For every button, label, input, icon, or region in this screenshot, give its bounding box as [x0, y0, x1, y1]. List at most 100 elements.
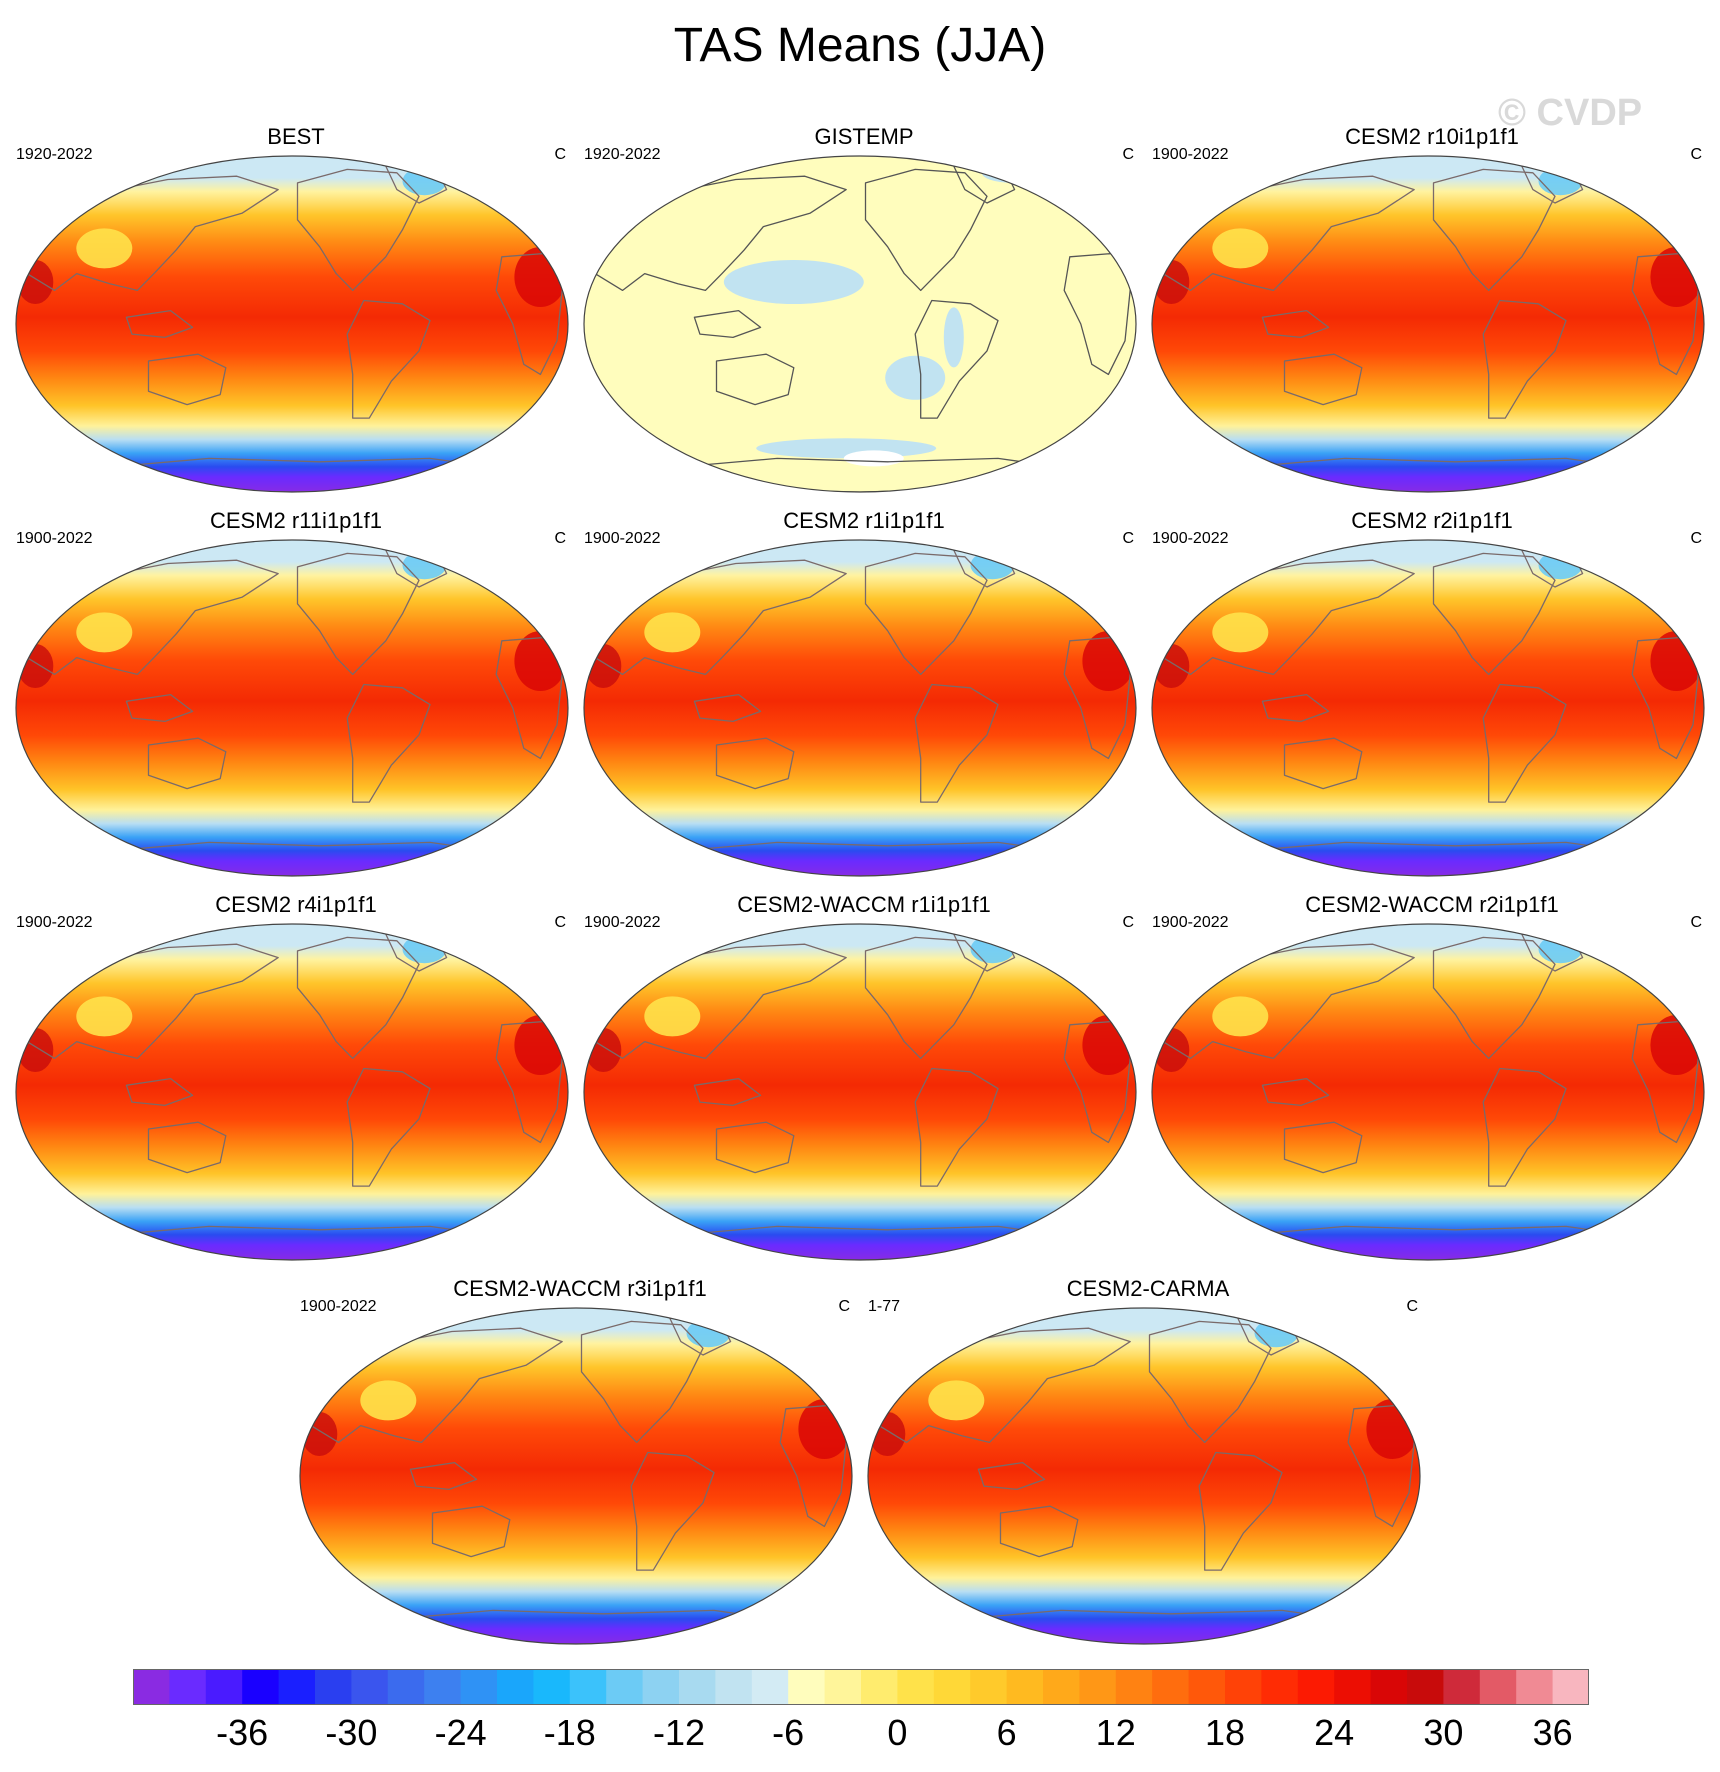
panel-period: 1900-2022 [16, 530, 93, 547]
colorbar-swatch [1516, 1669, 1554, 1705]
map-border [299, 1307, 853, 1645]
panel-title: CESM2 r10i1p1f1 [1345, 124, 1519, 149]
coastline-australia [999, 1505, 1079, 1558]
temperature-field [300, 1308, 852, 1644]
colorbar-swatch [1297, 1669, 1335, 1705]
coastline-seasia [693, 309, 762, 339]
colorbar-swatch [1043, 1669, 1080, 1705]
colorbar-swatch [278, 1669, 316, 1705]
panel-title: CESM2 r4i1p1f1 [215, 892, 377, 917]
map-border [15, 539, 569, 877]
colorbar-swatch [460, 1669, 498, 1705]
tibet-cold-spot [76, 228, 133, 269]
sahara-hot-spot [514, 631, 567, 691]
temperature-field [584, 924, 1136, 1260]
colorbar-swatch [351, 1669, 389, 1705]
missing-data-patch [843, 450, 904, 467]
cool-patch [885, 355, 946, 400]
panel-units: C [554, 530, 566, 547]
coastline-samerica [914, 1067, 999, 1187]
colorbar-swatch [315, 1669, 352, 1705]
temperature-field [868, 1308, 1420, 1644]
map-plot [1151, 539, 1705, 877]
colorbar-swatch [861, 1669, 898, 1705]
panel-units: C [1406, 1298, 1418, 1315]
map-panel: CESM2 r2i1p1f1 1900-2022 C [1150, 508, 1714, 894]
colorbar-tick-label: 24 [1314, 1712, 1355, 1753]
colorbar-tick-label: 30 [1423, 1712, 1464, 1753]
map-border [1151, 923, 1705, 1261]
panel-period: 1900-2022 [300, 1298, 377, 1315]
arabia-hot-spot [17, 644, 54, 688]
panel-title: CESM2-CARMA [1066, 1276, 1230, 1301]
panel-units: C [838, 1298, 850, 1315]
coastline-seasia [125, 1077, 194, 1107]
map-plot [15, 923, 569, 1261]
arabia-hot-spot [1153, 1028, 1190, 1072]
coastline-samerica [914, 299, 999, 419]
panel-period: 1900-2022 [1152, 146, 1229, 163]
colorbar-swatch [606, 1669, 644, 1705]
coastline-samerica [1482, 1067, 1567, 1187]
coastline-australia [147, 1121, 227, 1174]
tibet-cold-spot [1212, 228, 1269, 269]
colorbar-swatch [1152, 1669, 1190, 1705]
panel-title: CESM2 r2i1p1f1 [1351, 508, 1513, 533]
panel-units: C [554, 146, 566, 163]
sahara-hot-spot [1650, 631, 1703, 691]
coastline-australia [715, 737, 795, 790]
coastline-eurasia [1154, 559, 1415, 676]
panel-units: C [554, 914, 566, 931]
colorbar-tick-label: -30 [325, 1712, 378, 1753]
tibet-cold-spot [360, 1380, 417, 1421]
coastline-australia [431, 1505, 511, 1558]
colorbar-tick-label: 6 [996, 1712, 1017, 1753]
map-border [15, 923, 569, 1261]
arabia-hot-spot [1153, 644, 1190, 688]
coastline-seasia [693, 693, 762, 723]
colorbar-swatch [788, 1669, 826, 1705]
map-border [583, 923, 1137, 1261]
map-border [15, 155, 569, 493]
coastline-eurasia [302, 1327, 563, 1444]
coastline-samerica [630, 1451, 715, 1571]
sahara-hot-spot [514, 1015, 567, 1075]
map-panel: BEST 1920-2022 C [14, 124, 578, 510]
map-plot [1151, 155, 1705, 493]
panel-title: BEST [267, 124, 325, 149]
panel-units: C [1690, 146, 1702, 163]
map-border [583, 155, 1137, 493]
arabia-hot-spot [301, 1412, 338, 1456]
temperature-field [1152, 924, 1704, 1260]
colorbar-swatch [1443, 1669, 1481, 1705]
coastline-australia [715, 1121, 795, 1174]
colorbar-swatch [387, 1669, 425, 1705]
coastline-australia [1283, 353, 1363, 406]
coastline-seasia [977, 1461, 1046, 1491]
temperature-field [1152, 156, 1704, 492]
colorbar-swatch [1407, 1669, 1444, 1705]
arabia-hot-spot [585, 1028, 622, 1072]
coastline-eurasia [1154, 175, 1415, 292]
coastline-australia [147, 353, 227, 406]
coastline-seasia [409, 1461, 478, 1491]
map-panel: CESM2 r11i1p1f1 1900-2022 C [14, 508, 578, 894]
tibet-cold-spot [76, 996, 133, 1037]
colorbar-tick-label: 12 [1095, 1712, 1136, 1753]
panel-units: C [1690, 530, 1702, 547]
coastline-eurasia [870, 1327, 1131, 1444]
map-border [1151, 539, 1705, 877]
map-panel: CESM2 r1i1p1f1 1900-2022 C [582, 508, 1146, 894]
panel-period: 1920-2022 [584, 146, 661, 163]
map-border [1151, 155, 1705, 493]
colorbar-swatch [897, 1669, 935, 1705]
panel-period: 1900-2022 [1152, 914, 1229, 931]
colorbar-swatch [169, 1669, 207, 1705]
coastline-eurasia [18, 943, 279, 1060]
colorbar-swatch [497, 1669, 534, 1705]
panel-title: CESM2 r1i1p1f1 [783, 508, 945, 533]
sahara-hot-spot [1082, 631, 1135, 691]
map-panel: CESM2 r10i1p1f1 1900-2022 C [1150, 124, 1714, 510]
cool-patch [943, 307, 964, 368]
coastline-samerica [346, 1067, 431, 1187]
